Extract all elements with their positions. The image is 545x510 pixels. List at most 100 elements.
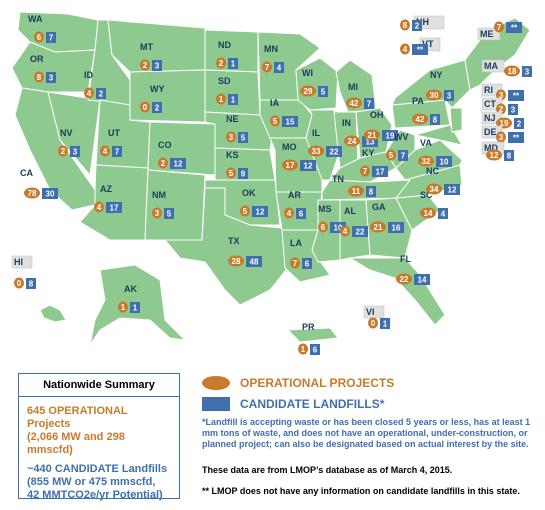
operational-marker-al [340, 225, 350, 237]
state-abbr-ne: NE [226, 114, 239, 124]
operational-count-md: 12 [490, 151, 499, 160]
operational-marker-pa [412, 113, 428, 125]
operational-marker-wv [386, 149, 396, 161]
state-shape-nm [144, 169, 206, 241]
candidate-marker-me [506, 22, 522, 33]
candidate-marker-ia [282, 116, 298, 127]
operational-marker-ne [226, 131, 236, 143]
operational-count-ar: 4 [287, 209, 292, 218]
state-label-wy: WY0 2 [140, 84, 165, 113]
state-abbr-wa: WA [28, 14, 43, 24]
candidate-count-vt: ** [417, 46, 424, 55]
candidate-marker-nd [228, 58, 238, 69]
candidate-marker-ms [330, 222, 346, 233]
operational-marker-ks [226, 167, 236, 179]
operational-count-ri: 3 [499, 91, 504, 100]
candidate-marker-vt [412, 44, 428, 55]
candidate-count-pa: 8 [433, 116, 438, 125]
state-abbr-bg-hi [11, 255, 33, 269]
state-label-wi: WI 29 5 [300, 68, 328, 97]
state-label-ia: IA 5 15 [270, 98, 298, 127]
operational-count-id: 4 [87, 89, 92, 98]
operational-marker-id [84, 87, 94, 99]
operational-count-ia: 5 [273, 117, 278, 126]
operational-marker-wy [140, 101, 150, 113]
state-abbr-or: OR [30, 54, 44, 64]
state-abbr-bg-me [477, 27, 501, 41]
operational-count-sc: 14 [424, 209, 433, 218]
state-abbr-ri: RI [484, 85, 493, 95]
state-shapes [11, 11, 531, 346]
operational-marker-md [486, 149, 502, 161]
state-label-pa: PA 42 8 [412, 96, 440, 125]
candidate-marker-fl [414, 274, 430, 285]
candidate-marker-nv [70, 146, 80, 157]
candidate-marker-mi [364, 98, 374, 109]
operational-marker-pr [298, 343, 308, 355]
operational-count-mt: 2 [143, 61, 148, 70]
state-abbr-nd: ND [218, 40, 231, 50]
operational-marker-ok [240, 205, 250, 217]
state-label-fl: FL 22 14 [396, 254, 430, 285]
candidate-marker-ny [444, 90, 454, 101]
candidate-count-nd: 1 [231, 60, 236, 69]
state-abbr-me: ME [480, 29, 494, 39]
state-label-ut: UT4 7 [100, 128, 122, 157]
candidate-marker-va [436, 156, 452, 167]
candidate-count-la: 6 [305, 260, 310, 269]
candidate-count-wi: 5 [321, 88, 326, 97]
operational-count-ak: 1 [121, 303, 126, 312]
operational-marker-hi [14, 277, 24, 289]
operational-marker-sc [420, 207, 436, 219]
operational-marker-ga [370, 221, 386, 233]
state-abbr-il: IL [312, 128, 321, 138]
state-abbr-id: ID [84, 70, 94, 80]
state-label-nj: NJ 19 2 [481, 111, 524, 129]
operational-marker-nd [216, 57, 226, 69]
candidate-count-wv: 7 [401, 152, 406, 161]
candidate-count-al: 22 [356, 228, 365, 237]
state-abbr-nm: NM [152, 190, 166, 200]
operational-marker-la [290, 257, 300, 269]
operational-count-vi: 0 [371, 319, 376, 328]
operational-marker-mt [140, 59, 150, 71]
candidate-marker-il [326, 146, 342, 157]
summary-candidate: ~440 CANDIDATE Landfills (855 MW or 475 … [19, 457, 179, 502]
candidate-count-sd: 1 [231, 96, 236, 105]
state-abbr-wy: WY [150, 84, 165, 94]
operational-marker-nv [58, 145, 68, 157]
state-label-la: LA 7 6 [290, 238, 312, 269]
operational-count-mo: 17 [286, 161, 295, 170]
state-label-az: AZ 4 17 [94, 184, 122, 213]
candidate-marker-wi [318, 86, 328, 97]
state-label-tn: TN 11 8 [332, 174, 376, 197]
state-abbr-ny: NY [430, 70, 443, 80]
operational-count-sd: 1 [219, 95, 224, 104]
summary-candidate-line3: 42 MMTCO2e/yr Potential) [27, 489, 163, 501]
operational-count-nc: 34 [430, 185, 439, 194]
operational-count-de: 3 [499, 133, 504, 142]
state-label-ak: AK 1 1 [118, 284, 140, 313]
candidate-marker-ga [388, 222, 404, 233]
state-abbr-mi: MI [348, 82, 358, 92]
state-abbr-nc: NC [426, 166, 439, 176]
candidate-count-ok: 12 [256, 208, 265, 217]
candidate-marker-vi [380, 318, 390, 329]
operational-marker-mo [282, 159, 298, 171]
operational-count-nv: 2 [61, 147, 66, 156]
operational-count-la: 7 [293, 259, 298, 268]
operational-count-co: 2 [161, 159, 166, 168]
state-abbr-wv: WV [394, 132, 409, 142]
state-label-al: AL 4 22 [340, 206, 368, 237]
candidate-marker-ar [296, 208, 306, 219]
state-label-vt: VT 4 ** [400, 37, 441, 55]
state-label-ar: AR 4 6 [284, 190, 306, 219]
candidate-marker-wa [46, 32, 56, 43]
operational-count-mi: 42 [350, 99, 359, 108]
operational-marker-nh [400, 19, 410, 31]
candidate-count-ca: 30 [46, 190, 55, 199]
summary-operational: 645 OPERATIONAL Projects (2,066 MW and 2… [19, 397, 179, 457]
candidate-count-or: 3 [49, 74, 54, 83]
candidate-marker-wy [152, 102, 162, 113]
